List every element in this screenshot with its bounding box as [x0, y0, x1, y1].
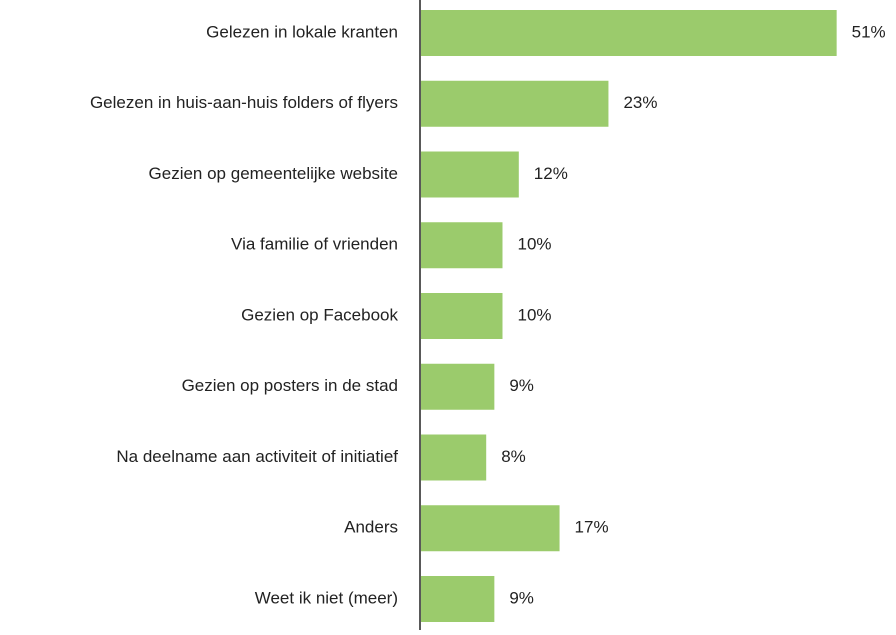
bar — [421, 80, 609, 127]
bar — [421, 576, 495, 622]
category-label: Weet ik niet (meer) — [255, 588, 398, 607]
category-label: Gezien op Facebook — [241, 305, 398, 324]
category-label: Via familie of vrienden — [231, 235, 398, 254]
bar — [421, 434, 487, 481]
bar — [421, 10, 837, 56]
value-label: 51% — [852, 22, 886, 41]
value-label: 10% — [518, 305, 552, 324]
value-label: 23% — [623, 93, 657, 112]
bar — [421, 505, 560, 552]
category-label: Gelezen in huis-aan-huis folders of flye… — [90, 93, 398, 112]
value-label: 10% — [518, 235, 552, 254]
category-label: Gelezen in lokale kranten — [206, 22, 398, 41]
bar — [421, 363, 495, 410]
value-label: 12% — [534, 164, 568, 183]
value-label: 8% — [501, 447, 526, 466]
category-label: Na deelname aan activiteit of initiatief — [116, 447, 398, 466]
category-label: Gezien op posters in de stad — [182, 376, 398, 395]
value-label: 9% — [509, 376, 534, 395]
value-label: 9% — [509, 588, 534, 607]
category-label: Anders — [344, 518, 398, 537]
value-label: 17% — [575, 518, 609, 537]
category-label: Gezien op gemeentelijke website — [149, 164, 398, 183]
bar — [421, 222, 503, 269]
bar — [421, 293, 503, 339]
bar — [421, 151, 519, 198]
